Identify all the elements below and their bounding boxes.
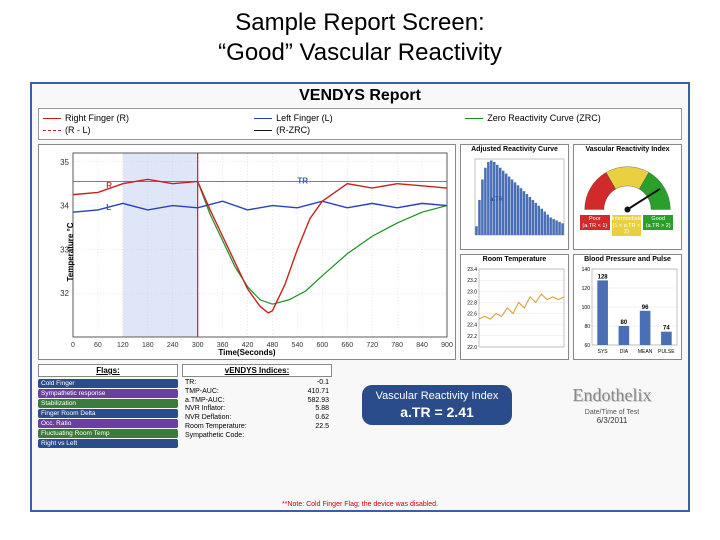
- svg-text:MEAN: MEAN: [638, 349, 653, 355]
- index-row: NVR Inflator:5.88: [182, 405, 332, 414]
- index-row: NVR Deflation:0.62: [182, 414, 332, 423]
- flag-item: Stabilization: [38, 399, 178, 408]
- report-title: VENDYS Report: [32, 84, 688, 108]
- svg-text:80: 80: [621, 320, 628, 326]
- flag-item: Fluctuating Room Temp: [38, 429, 178, 438]
- svg-text:22.8: 22.8: [467, 300, 477, 306]
- svg-text:80: 80: [584, 324, 590, 330]
- flag-item: Cold Finger: [38, 379, 178, 388]
- indices-section: vENDYS Indices: TR:-0.1TMP-AUC:410.71a.T…: [182, 364, 332, 446]
- flag-item: Occ. Ratio: [38, 419, 178, 428]
- vri-gauge-panel: Vascular Reactivity Index Poor(a.TR < 1)…: [573, 144, 682, 250]
- flags-head: Flags:: [38, 364, 178, 377]
- footnote: **Note: Cold Finger Flag; the device was…: [32, 501, 688, 508]
- flags-section: Flags: Cold FingerSympathetic responseSt…: [38, 364, 178, 446]
- panel-title: Blood Pressure and Pulse: [574, 256, 681, 263]
- title-line2: “Good” Vascular Reactivity: [0, 38, 720, 68]
- svg-text:120: 120: [582, 286, 591, 292]
- svg-text:22.4: 22.4: [467, 323, 477, 329]
- svg-text:23.0: 23.0: [467, 289, 477, 295]
- svg-text:60: 60: [584, 343, 590, 349]
- svg-text:128: 128: [598, 274, 609, 280]
- adjusted-reactivity-panel: Adjusted Reactivity Curve a.TR: [460, 144, 569, 250]
- svg-text:a.TR: a.TR: [490, 197, 504, 203]
- svg-text:SYS: SYS: [598, 349, 609, 355]
- svg-text:32: 32: [60, 289, 69, 298]
- legend-item: (R - L): [43, 124, 254, 136]
- svg-text:PULSE: PULSE: [658, 349, 675, 355]
- bottom-row: Flags: Cold FingerSympathetic responseSt…: [38, 364, 682, 446]
- title-line1: Sample Report Screen:: [0, 8, 720, 38]
- main-chart: 0601201802403003604204805406006607207808…: [38, 144, 456, 360]
- room-temp-panel: Room Temperature 22.0 22.2 22.4 22.6 22.8 23.…: [460, 254, 569, 360]
- svg-text:R: R: [106, 181, 112, 190]
- vri-pill: Vascular Reactivity Index a.TR = 2.41: [362, 385, 513, 425]
- legend-item: (R-ZRC): [254, 124, 465, 136]
- svg-text:34: 34: [60, 202, 69, 211]
- flag-item: Sympathetic response: [38, 389, 178, 398]
- svg-text:23.4: 23.4: [467, 267, 477, 273]
- side-column: Adjusted Reactivity Curve a.TR Vascular …: [460, 144, 682, 360]
- slide-title: Sample Report Screen: “Good” Vascular Re…: [0, 0, 720, 68]
- index-row: Room Temperature:22.5: [182, 423, 332, 432]
- bp-pulse-panel: Blood Pressure and Pulse 60 80 100 120 140 12…: [573, 254, 682, 360]
- panel-title: Adjusted Reactivity Curve: [461, 146, 568, 153]
- index-row: TR:-0.1: [182, 379, 332, 388]
- datetime-label: Date/Time of Test: [585, 409, 639, 416]
- flag-item: Right vs Left: [38, 439, 178, 448]
- mid-row: 0601201802403003604204805406006607207808…: [38, 144, 682, 360]
- svg-text:22.6: 22.6: [467, 312, 477, 318]
- index-row: Sympathetic Code:: [182, 432, 332, 441]
- svg-text:TR: TR: [297, 177, 308, 186]
- datetime-value: 6/3/2011: [597, 416, 628, 425]
- legend-item: Left Finger (L): [254, 112, 465, 124]
- index-row: a.TMP-AUC:582.93: [182, 397, 332, 406]
- brand-box: Endothelix Date/Time of Test 6/3/2011: [542, 364, 682, 446]
- svg-text:22.0: 22.0: [467, 345, 477, 351]
- vri-label: Vascular Reactivity Index: [376, 389, 499, 403]
- slide: Sample Report Screen: “Good” Vascular Re…: [0, 0, 720, 540]
- indices-head: vENDYS Indices:: [182, 364, 332, 377]
- svg-text:140: 140: [582, 267, 591, 273]
- x-axis-label: Time(Seconds): [39, 348, 455, 357]
- svg-text:L: L: [106, 203, 111, 212]
- flag-item: Finger Room Delta: [38, 409, 178, 418]
- vri-box: Vascular Reactivity Index a.TR = 2.41: [336, 364, 538, 446]
- index-row: TMP-AUC:410.71: [182, 388, 332, 397]
- svg-text:96: 96: [642, 305, 649, 311]
- svg-text:23.2: 23.2: [467, 278, 477, 284]
- brand-logo: Endothelix: [573, 385, 652, 406]
- panel-title: Room Temperature: [461, 256, 568, 263]
- svg-text:22.2: 22.2: [467, 334, 477, 340]
- svg-text:DIA: DIA: [620, 349, 629, 355]
- svg-text:100: 100: [582, 305, 591, 311]
- legend-item: Zero Reactivity Curve (ZRC): [465, 112, 676, 124]
- legend: Right Finger (R)Left Finger (L)Zero Reac…: [38, 108, 682, 140]
- vri-value: a.TR = 2.41: [376, 403, 499, 421]
- legend-item: Right Finger (R): [43, 112, 254, 124]
- svg-text:74: 74: [663, 326, 670, 332]
- panel-title: Vascular Reactivity Index: [574, 146, 681, 153]
- report-panel: VENDYS Report Right Finger (R)Left Finge…: [30, 82, 690, 512]
- svg-text:35: 35: [60, 158, 69, 167]
- y-axis-label: Temperature °C: [66, 222, 75, 281]
